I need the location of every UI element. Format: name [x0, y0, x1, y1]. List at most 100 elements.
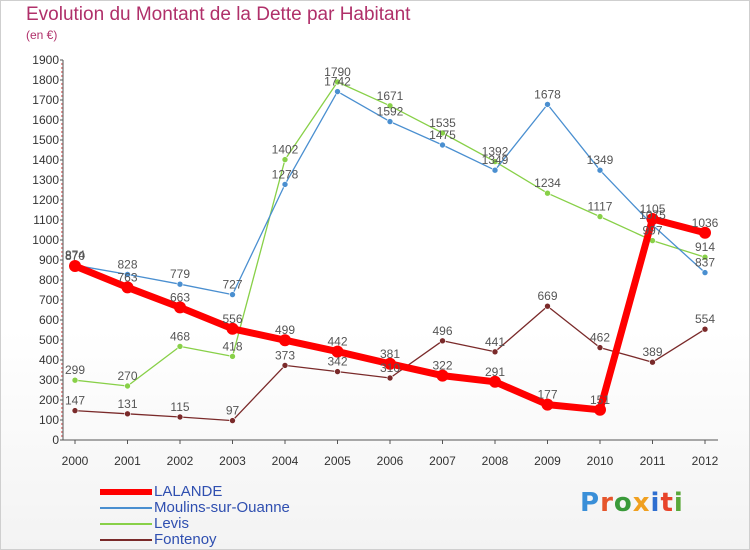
y-minor-tick	[61, 183, 63, 185]
data-point	[491, 158, 499, 165]
data-point	[439, 141, 446, 149]
x-tick-label: 2001	[114, 454, 141, 468]
y-minor-tick	[61, 415, 63, 417]
data-point	[701, 325, 709, 333]
y-minor-tick	[61, 147, 63, 149]
data-label: 914	[695, 240, 715, 254]
y-minor-tick	[61, 175, 63, 177]
y-tick-label: 1200	[32, 193, 59, 207]
data-label: 1402	[272, 143, 299, 157]
x-tick-label: 2002	[167, 454, 194, 468]
y-minor-tick	[61, 231, 63, 233]
y-minor-tick	[61, 71, 63, 73]
data-point	[176, 280, 184, 288]
y-minor-tick	[61, 263, 63, 265]
proxiti-logo: Proxiti	[580, 488, 684, 518]
data-label: 1117	[588, 200, 613, 214]
data-point	[176, 343, 184, 350]
data-label: 1234	[534, 176, 561, 190]
data-label: 779	[170, 267, 190, 281]
data-label: 1592	[377, 105, 404, 119]
legend-swatch	[100, 507, 152, 509]
data-point	[436, 369, 449, 382]
data-label: 381	[380, 347, 400, 361]
data-point	[491, 348, 499, 356]
data-label: 270	[117, 369, 137, 383]
data-point	[596, 213, 604, 220]
data-point	[69, 260, 81, 272]
data-label: 1535	[429, 116, 456, 130]
data-point	[334, 78, 341, 86]
y-tick-label: 1600	[32, 113, 59, 127]
data-label: 442	[327, 335, 347, 349]
y-minor-tick	[61, 67, 63, 69]
y-minor-tick	[61, 407, 63, 409]
data-label: 1790	[324, 65, 351, 79]
x-tick-label: 2008	[482, 454, 509, 468]
y-minor-tick	[61, 275, 63, 277]
y-tick-label: 1900	[32, 53, 59, 67]
y-tick-label: 700	[39, 293, 59, 307]
logo-letter: x	[632, 488, 651, 518]
data-point	[124, 410, 131, 418]
data-label: 310	[380, 361, 400, 375]
y-minor-tick	[61, 87, 63, 89]
data-point	[386, 374, 394, 382]
y-minor-tick	[61, 387, 63, 389]
data-label: 115	[170, 400, 189, 414]
y-tick-label: 900	[39, 253, 59, 267]
y-minor-tick	[61, 371, 63, 373]
y-minor-tick	[61, 171, 63, 173]
legend-item: LALANDE	[100, 483, 360, 500]
y-tick-label: 0	[52, 433, 59, 447]
data-label: 131	[117, 397, 137, 411]
data-point	[281, 181, 289, 188]
data-point	[701, 269, 709, 276]
y-minor-tick	[61, 427, 63, 429]
y-minor-tick	[61, 207, 63, 209]
legend-item: Fontenoy	[100, 531, 360, 548]
y-minor-tick	[61, 395, 63, 397]
data-label: 342	[327, 355, 347, 369]
y-minor-tick	[61, 123, 63, 125]
y-minor-tick	[61, 187, 63, 189]
chart-title: Evolution du Montant de la Dette par Hab…	[26, 4, 411, 25]
x-tick-label: 2000	[62, 454, 89, 468]
data-point	[699, 226, 711, 239]
y-minor-tick	[61, 383, 63, 385]
y-minor-tick	[61, 91, 63, 93]
data-label: 1349	[482, 153, 509, 167]
y-minor-tick	[61, 391, 63, 393]
y-minor-tick	[61, 315, 63, 317]
data-point	[229, 353, 236, 360]
y-minor-tick	[61, 95, 63, 97]
y-minor-tick	[61, 223, 63, 225]
data-label: 870	[65, 249, 85, 263]
y-tick-label: 600	[39, 313, 59, 327]
y-minor-tick	[61, 151, 63, 153]
data-point	[596, 344, 604, 351]
logo-letter: t	[660, 488, 674, 518]
data-point	[439, 129, 446, 137]
y-minor-tick	[61, 335, 63, 337]
data-label: 874	[65, 248, 85, 262]
data-point	[439, 337, 446, 345]
y-minor-tick	[61, 143, 63, 145]
data-point	[71, 376, 79, 384]
y-minor-tick	[61, 83, 63, 85]
data-point	[646, 213, 659, 225]
y-minor-tick	[61, 323, 63, 325]
y-minor-tick	[61, 403, 63, 405]
legend-swatch	[100, 539, 152, 541]
y-minor-tick	[61, 303, 63, 305]
y-minor-tick	[61, 283, 63, 285]
data-point	[489, 375, 501, 388]
data-point	[279, 334, 291, 347]
y-tick-label: 300	[39, 373, 59, 387]
legend-label: Levis	[154, 515, 190, 532]
y-tick-label: 1700	[32, 93, 59, 107]
legend-swatch	[100, 489, 152, 495]
y-minor-tick	[61, 291, 63, 293]
y-minor-tick	[61, 227, 63, 229]
